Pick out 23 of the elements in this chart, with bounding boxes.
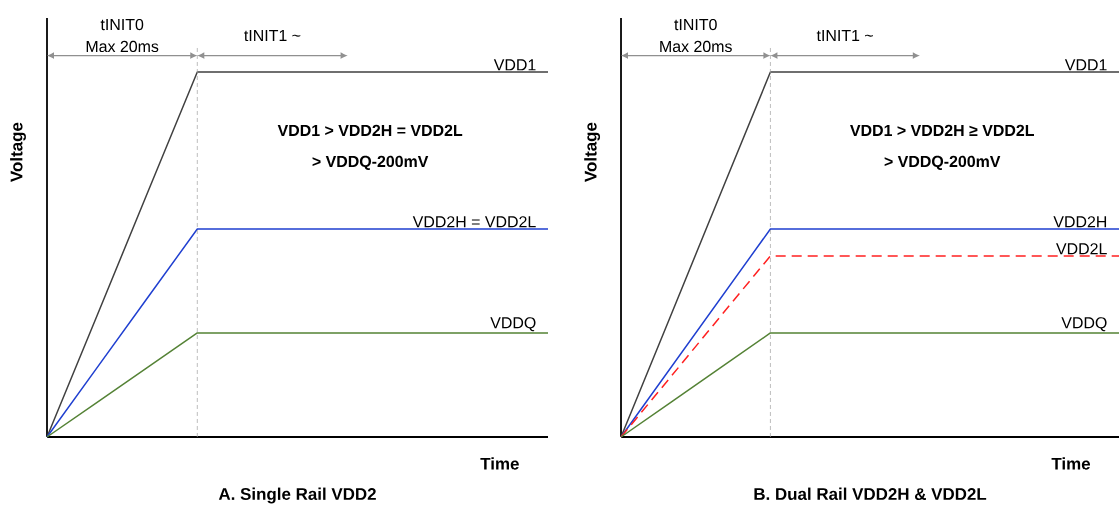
annotation: > VDDQ-200mV	[312, 155, 429, 171]
text: A. Single Rail VDD2	[218, 487, 376, 504]
x-axis-title: Time	[1051, 457, 1091, 470]
text: tINIT1 ~	[816, 30, 873, 42]
series-label: VDDQ	[1061, 317, 1107, 332]
annotation: VDD1 > VDD2H ≥ VDD2L	[850, 124, 1034, 136]
x-axis-title: Time	[480, 457, 519, 470]
annotation: VDD1 > VDD2H = VDD2L	[277, 124, 463, 136]
series-label: VDD2L	[1056, 243, 1107, 255]
text: Max 20ms	[660, 40, 732, 53]
y-axis-title: Voltage	[10, 122, 26, 182]
text: B. Dual Rail VDD2H & VDD2L	[754, 487, 987, 501]
series-label: VDDQ	[490, 317, 536, 332]
series-label: VDD1	[493, 59, 536, 71]
text: tINIT0	[100, 18, 144, 31]
series-label: VDD1	[1064, 59, 1107, 71]
text: Max 20ms	[86, 40, 159, 53]
text: tINIT0	[674, 18, 717, 31]
text: tINIT1 ~	[244, 30, 301, 42]
annotation: > VDDQ-200mV	[884, 155, 1001, 171]
y-axis-title: Voltage	[584, 122, 601, 182]
series-label: VDD2H	[1053, 216, 1107, 228]
series-label: VDD2H = VDD2L	[412, 216, 536, 228]
